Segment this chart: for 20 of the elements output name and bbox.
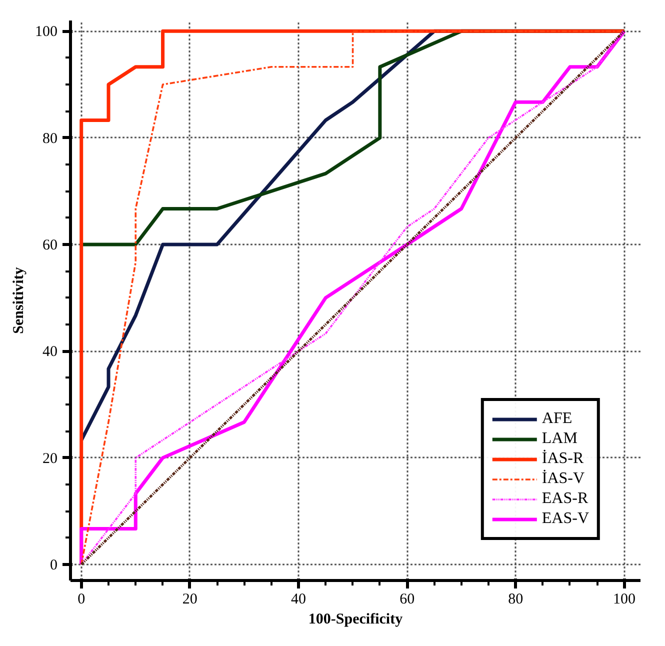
y-tick-label: 0: [50, 558, 58, 574]
legend-label: İAS-R: [542, 450, 584, 468]
y-axis-title: Sensitivity: [11, 266, 27, 334]
x-tick-label: 80: [508, 592, 524, 608]
y-tick-label: 100: [35, 24, 58, 40]
y-tick-label: 60: [42, 238, 58, 254]
y-tick-label: 20: [42, 450, 58, 467]
x-tick-label: 100: [612, 592, 636, 608]
legend-label: EAS-V: [542, 510, 589, 528]
y-tick-label: 80: [42, 130, 58, 147]
x-tick-label: 20: [182, 592, 198, 608]
legend-label: LAM: [542, 430, 578, 448]
x-tick-label: 60: [400, 592, 415, 608]
x-tick-label: 40: [291, 592, 306, 608]
legend-label: AFE: [542, 410, 572, 428]
legend-label: İAS-V: [542, 470, 585, 488]
x-tick-label: 0: [78, 592, 86, 608]
y-tick-label: 40: [42, 344, 58, 360]
legend-label: EAS-R: [542, 490, 588, 508]
x-axis-title: 100-Specificity: [308, 612, 404, 628]
